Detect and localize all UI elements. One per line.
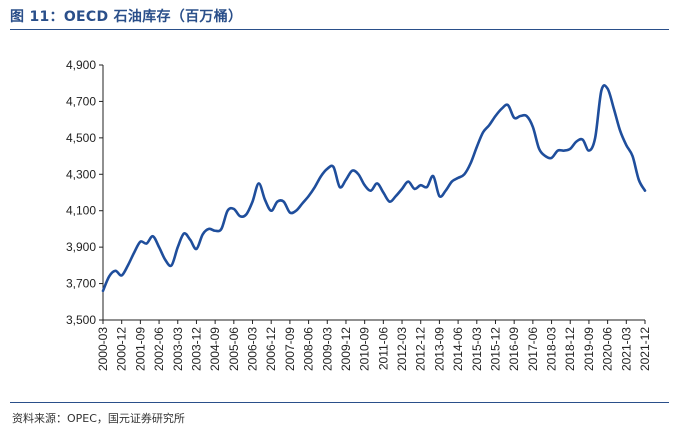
x-tick-label: 2007-09 [283, 327, 297, 371]
x-tick-label: 2014-06 [451, 327, 465, 371]
x-tick-label: 2015-12 [488, 327, 502, 371]
y-tick-label: 4,300 [66, 167, 96, 181]
x-tick-label: 2003-12 [189, 327, 203, 371]
y-tick-label: 3,700 [66, 277, 96, 291]
x-tick-label: 2010-09 [358, 327, 372, 371]
y-tick-label: 4,500 [66, 131, 96, 145]
x-tick-label: 2002-06 [152, 327, 166, 371]
x-tick-label: 2019-09 [582, 327, 596, 371]
x-tick-label: 2009-12 [339, 327, 353, 371]
chart-series [101, 84, 647, 293]
x-tick-label: 2020-06 [601, 327, 615, 371]
x-tick-label: 2018-03 [545, 327, 559, 371]
x-tick-label: 2005-06 [227, 327, 241, 371]
x-tick-label: 2004-09 [208, 327, 222, 371]
y-tick-label: 3,500 [66, 313, 96, 327]
x-tick-label: 2017-06 [526, 327, 540, 371]
y-tick-label: 4,100 [66, 204, 96, 218]
x-tick-label: 2021-12 [638, 327, 652, 371]
source-note: 资料来源：OPEC，国元证券研究所 [12, 412, 185, 425]
x-axis-ticks: 2000-03 2000-12 2001-09 2002-06 2003-03 2003-… [96, 320, 652, 371]
x-tick-label: 2021-03 [619, 327, 633, 371]
x-tick-label: 2015-03 [470, 327, 484, 371]
source-divider [10, 402, 669, 403]
series-line [101, 84, 647, 293]
y-tick-label: 3,900 [66, 240, 96, 254]
chart-title: 图 11：OECD 石油库存（百万桶） [10, 9, 243, 25]
x-tick-label: 2000-03 [96, 327, 110, 371]
x-tick-label: 2013-09 [432, 327, 446, 371]
x-tick-label: 2012-12 [414, 327, 428, 371]
y-tick-label: 4,900 [66, 58, 96, 72]
x-tick-label: 2003-03 [171, 327, 185, 371]
x-tick-label: 2009-03 [320, 327, 334, 371]
x-tick-label: 2012-03 [395, 327, 409, 371]
y-tick-label: 4,700 [66, 94, 96, 108]
title-divider [10, 29, 669, 30]
x-tick-label: 2008-06 [302, 327, 316, 371]
chart-axes [102, 65, 645, 321]
x-tick-label: 2006-03 [246, 327, 260, 371]
y-axis-ticks: 3,500 3,700 3,900 4,100 4,300 4,500 4,700 4,900 [66, 58, 103, 327]
x-tick-label: 2000-12 [115, 327, 129, 371]
x-tick-label: 2011-06 [376, 327, 390, 370]
x-tick-label: 2006-12 [264, 327, 278, 371]
x-tick-label: 2016-09 [507, 327, 521, 371]
x-tick-label: 2018-12 [563, 327, 577, 371]
x-tick-label: 2001-09 [133, 327, 147, 371]
